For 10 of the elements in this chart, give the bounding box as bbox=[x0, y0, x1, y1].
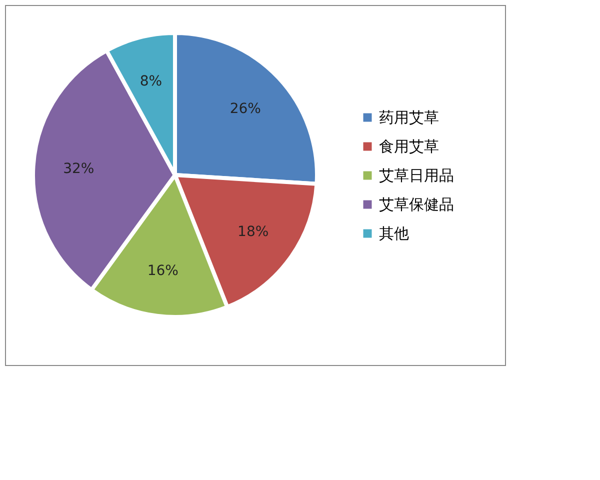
data-label: 16% bbox=[147, 262, 178, 279]
legend-label: 药用艾草 bbox=[379, 108, 439, 126]
legend-label: 其他 bbox=[379, 224, 409, 242]
data-label: 32% bbox=[63, 160, 94, 177]
data-label: 18% bbox=[238, 224, 269, 240]
legend-label: 食用艾草 bbox=[379, 138, 439, 156]
legend-label: 艾草日用品 bbox=[379, 166, 454, 184]
data-label: 26% bbox=[230, 100, 261, 117]
data-label: 8% bbox=[140, 73, 162, 90]
legend-label: 艾草保健品 bbox=[379, 196, 454, 214]
